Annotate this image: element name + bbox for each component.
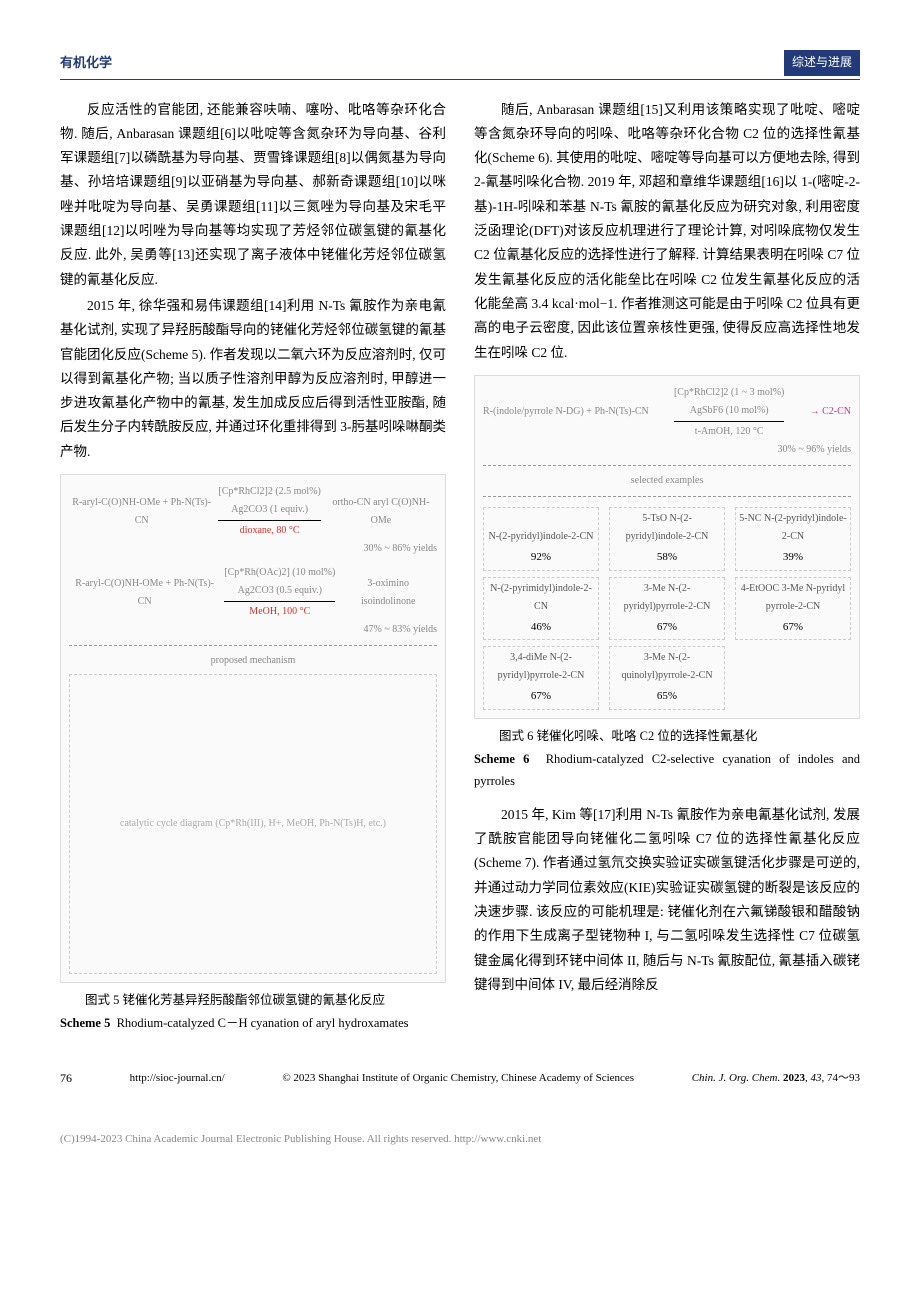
- s5-r1-cond1: [Cp*RhCl2]2 (2.5 mol%): [218, 483, 321, 501]
- right-para-1: 随后, Anbarasan 课题组[15]又利用该策略实现了吡啶、嘧啶等含氮杂环…: [474, 98, 860, 365]
- scheme6-caption-en: Scheme 6 Rhodium-catalyzed C2-selective …: [474, 748, 860, 793]
- s6-ex-6: 3,4-diMe N-(2-pyridyl)pyrrole-2-CN67%: [483, 646, 599, 710]
- s5-r2-substrate: R-aryl-C(O)NH-OMe + Ph-N(Ts)-CN: [69, 575, 220, 611]
- s5-r1-yields: 30% ~ 86% yields: [69, 540, 437, 558]
- s6-ex-3: N-(2-pyrimidyl)indole-2-CN46%: [483, 577, 599, 641]
- s6-cond1: [Cp*RhCl2]2 (1 ~ 3 mol%): [674, 384, 784, 402]
- right-column: 随后, Anbarasan 课题组[15]又利用该策略实现了吡啶、嘧啶等含氮杂环…: [474, 98, 860, 1044]
- left-para-1: 反应活性的官能团, 还能兼容呋喃、噻吩、吡咯等杂环化合物. 随后, Anbara…: [60, 98, 446, 292]
- left-para-2: 2015 年, 徐华强和易伟课题组[14]利用 N-Ts 氰胺作为亲电氰基化试剂…: [60, 294, 446, 464]
- footer-url: http://sioc-journal.cn/: [130, 1069, 225, 1089]
- two-column-layout: 反应活性的官能团, 还能兼容呋喃、噻吩、吡咯等杂环化合物. 随后, Anbara…: [60, 98, 860, 1044]
- footer-citation: Chin. J. Org. Chem. 2023, 43, 74～93: [692, 1069, 860, 1089]
- s6-ex-0: N-(2-pyridyl)indole-2-CN92%: [483, 507, 599, 571]
- s5-mechanism-label: proposed mechanism: [69, 652, 437, 670]
- s5-r1-product: ortho-CN aryl C(O)NH-OMe: [325, 494, 437, 530]
- s6-cond2: AgSbF6 (10 mol%): [674, 402, 784, 420]
- footer-copyright: © 2023 Shanghai Institute of Organic Che…: [282, 1069, 634, 1089]
- page-number: 76: [60, 1068, 72, 1090]
- cnki-watermark: (C)1994-2023 China Academic Journal Elec…: [60, 1130, 860, 1150]
- scheme6-caption-cn: 图式 6 铑催化吲哚、吡咯 C2 位的选择性氰基化: [474, 725, 860, 748]
- left-column: 反应活性的官能团, 还能兼容呋喃、噻吩、吡咯等杂环化合物. 随后, Anbara…: [60, 98, 446, 1044]
- scheme5-caption-cn: 图式 5 铑催化芳基异羟肟酸酯邻位碳氢键的氰基化反应: [60, 989, 446, 1012]
- s6-ex-5: 4-EtOOC 3-Me N-pyridyl pyrrole-2-CN67%: [735, 577, 851, 641]
- s6-substrate: R-(indole/pyrrole N-DG) + Ph-N(Ts)-CN: [483, 403, 649, 421]
- right-para-2: 2015 年, Kim 等[17]利用 N-Ts 氰胺作为亲电氰基化试剂, 发展…: [474, 803, 860, 997]
- s5-r1-substrate: R-aryl-C(O)NH-OMe + Ph-N(Ts)-CN: [69, 494, 214, 530]
- s6-examples-grid: N-(2-pyridyl)indole-2-CN92% 5-TsO N-(2-p…: [483, 507, 851, 710]
- scheme5-label: Scheme 5: [60, 1016, 110, 1030]
- scheme5-caption-en: Scheme 5 Rhodium-catalyzed C－H cyanation…: [60, 1012, 446, 1035]
- page-header: 有机化学 综述与进展: [60, 50, 860, 80]
- s6-ex-2: 5-NC N-(2-pyridyl)indole-2-CN39%: [735, 507, 851, 571]
- scheme5-figure: R-aryl-C(O)NH-OMe + Ph-N(Ts)-CN [Cp*RhCl…: [60, 474, 446, 983]
- s5-r2-cond1: [Cp*Rh(OAc)2] (10 mol%): [224, 564, 335, 582]
- scheme6-figure: R-(indole/pyrrole N-DG) + Ph-N(Ts)-CN [C…: [474, 375, 860, 719]
- section-badge: 综述与进展: [784, 50, 860, 76]
- s6-yields: 30% ~ 96% yields: [483, 441, 851, 459]
- s5-r2-product: 3-oximino isoindolinone: [339, 575, 437, 611]
- s6-cond3: t-AmOH, 120 °C: [674, 423, 784, 441]
- s5-r2-cond2: Ag2CO3 (0.5 equiv.): [224, 582, 335, 600]
- s5-r2-yields: 47% ~ 83% yields: [69, 621, 437, 639]
- s5-r1-solvent: dioxane, 80 °C: [218, 522, 321, 540]
- s5-r2-solvent: MeOH, 100 °C: [224, 603, 335, 621]
- scheme6-label: Scheme 6: [474, 752, 529, 766]
- s6-product-cn: → C2-CN: [810, 403, 851, 421]
- s6-ex-1: 5-TsO N-(2-pyridyl)indole-2-CN58%: [609, 507, 725, 571]
- s6-ex-7: 3-Me N-(2-quinolyl)pyrrole-2-CN65%: [609, 646, 725, 710]
- page-footer: 76 http://sioc-journal.cn/ © 2023 Shangh…: [60, 1068, 860, 1090]
- s5-mechanism-cycle: catalytic cycle diagram (Cp*Rh(III), H+,…: [69, 674, 437, 974]
- s6-selected-label: selected examples: [483, 472, 851, 490]
- journal-title-cn: 有机化学: [60, 51, 112, 74]
- s5-r1-cond2: Ag2CO3 (1 equiv.): [218, 501, 321, 519]
- scheme6-caption-en-text: Rhodium-catalyzed C2-selective cyanation…: [474, 752, 860, 789]
- s6-ex-4: 3-Me N-(2-pyridyl)pyrrole-2-CN67%: [609, 577, 725, 641]
- scheme5-caption-en-text: Rhodium-catalyzed C－H cyanation of aryl …: [117, 1016, 409, 1030]
